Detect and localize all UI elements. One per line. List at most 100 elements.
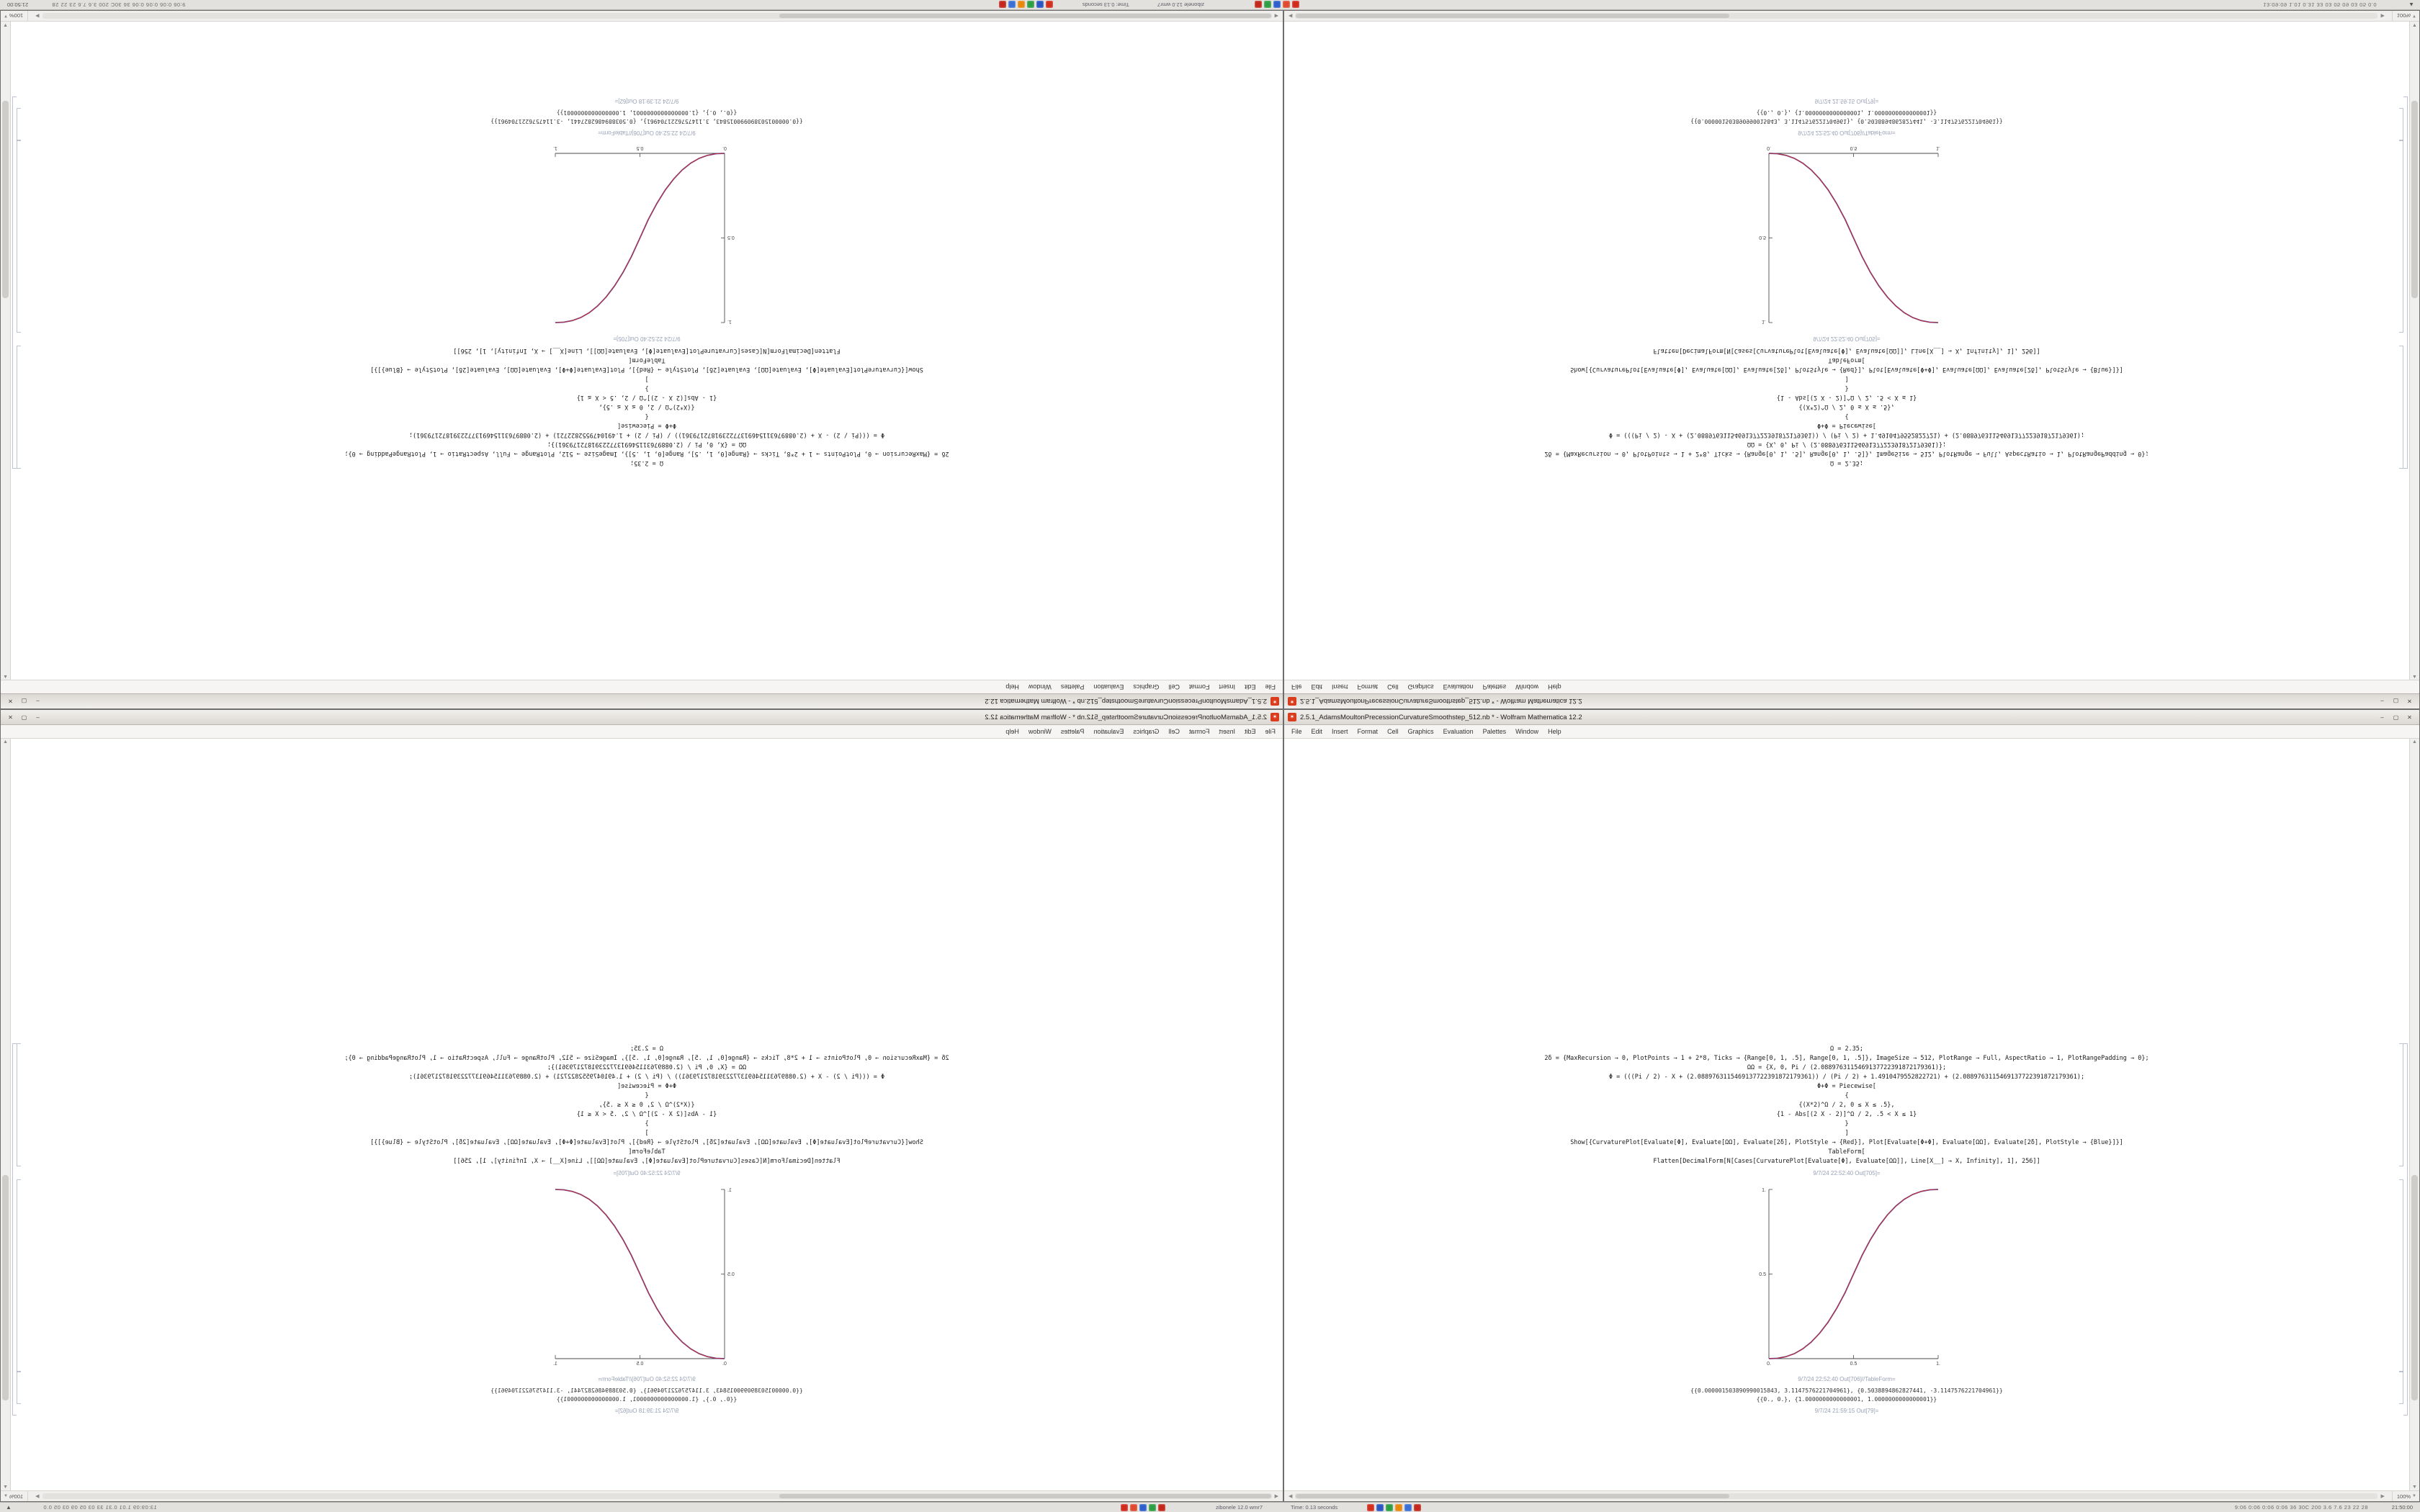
- menu-item-insert[interactable]: Insert: [1219, 683, 1235, 690]
- hscrollbar-thumb[interactable]: [779, 14, 1271, 18]
- cell-bracket[interactable]: [2399, 1371, 2403, 1404]
- menu-item-palettes[interactable]: Palettes: [1482, 683, 1507, 690]
- taskbar-app-icon[interactable]: [1008, 1, 1016, 9]
- taskbar-app-icon[interactable]: [1036, 1, 1044, 9]
- magnification-control[interactable]: 100% ▼: [2391, 1491, 2416, 1501]
- menu-item-cell[interactable]: Cell: [1168, 683, 1180, 690]
- cell-bracket[interactable]: [17, 1043, 21, 1166]
- menu-item-edit[interactable]: Edit: [1244, 683, 1256, 690]
- scroll-up-arrow[interactable]: ▲: [2412, 674, 2417, 679]
- taskbar-app-icon[interactable]: [1130, 1503, 1137, 1511]
- input-cell-line[interactable]: Φ+Φ = Piecewise[: [617, 422, 676, 429]
- input-cell-line[interactable]: ΩΩ = {X, 0, Pi / (2.08897631154691377223…: [1747, 1064, 1947, 1071]
- notebook-content-area[interactable]: Ω = 2.35; 2δ = {MaxRecursion → 0, PlotPo…: [1284, 22, 2419, 680]
- menu-item-format[interactable]: Format: [1357, 683, 1379, 690]
- taskbar-app-icon[interactable]: [1395, 1503, 1402, 1511]
- input-cell-line[interactable]: {(X*2)^Ω / 2, 0 ≤ X ≤ .5},: [1798, 1102, 1895, 1109]
- menu-item-graphics[interactable]: Graphics: [1407, 683, 1434, 690]
- horizontal-scrollbar[interactable]: [1295, 13, 2378, 19]
- taskbar-app-icon[interactable]: [1283, 1, 1290, 9]
- menu-item-file[interactable]: File: [1265, 728, 1276, 735]
- magnification-control[interactable]: 100% ▼: [2391, 11, 2416, 21]
- input-cell-line[interactable]: TableForm[: [1828, 1148, 1865, 1156]
- input-cell-line[interactable]: }: [645, 1120, 649, 1128]
- menu-item-graphics[interactable]: Graphics: [1133, 728, 1160, 735]
- input-cell-line[interactable]: {1 - Abs[(2 X - 2)]^Ω / 2, .5 < X ≤ 1}: [1776, 394, 1917, 401]
- close-button[interactable]: ✕: [2407, 714, 2412, 721]
- hscrollbar-thumb[interactable]: [779, 1494, 1271, 1498]
- maximize-button[interactable]: ▢: [21, 698, 27, 705]
- menu-item-window[interactable]: Window: [1515, 728, 1539, 735]
- taskbar-app-icon[interactable]: [1292, 1, 1299, 9]
- menu-item-insert[interactable]: Insert: [1219, 728, 1235, 735]
- window-titlebar[interactable]: ✶ 2.5.1_AdamsMoultonPrecessionCurvatureS…: [1284, 710, 2419, 725]
- taskbar-app-icon[interactable]: [1367, 1503, 1374, 1511]
- menu-item-palettes[interactable]: Palettes: [1060, 728, 1085, 735]
- taskbar-app-icon[interactable]: [1386, 1503, 1393, 1511]
- input-cell-line[interactable]: ΩΩ = {X, 0, Pi / (2.08897631154691377223…: [1747, 441, 1947, 448]
- horizontal-scrollbar[interactable]: [42, 1493, 1272, 1499]
- input-cell-line[interactable]: Φ = (((Pi / 2) - X + (2.0889763115469137…: [1608, 431, 2085, 438]
- notebook-content-area[interactable]: Ω = 2.35; 2δ = {MaxRecursion → 0, PlotPo…: [1, 739, 1283, 1490]
- input-cell-line[interactable]: TableForm[: [1828, 356, 1865, 364]
- input-cell-line[interactable]: {1 - Abs[(2 X - 2)]^Ω / 2, .5 < X ≤ 1}: [576, 394, 717, 401]
- scrollbar-thumb[interactable]: [2, 100, 9, 298]
- cell-group-bracket[interactable]: [12, 96, 17, 469]
- menu-item-edit[interactable]: Edit: [1311, 728, 1323, 735]
- close-button[interactable]: ✕: [2407, 698, 2412, 705]
- hscrollbar-thumb[interactable]: [1296, 1494, 1729, 1498]
- input-cell-line[interactable]: Ω = 2.35;: [629, 1045, 664, 1053]
- hscroll-right-arrow[interactable]: ▶: [35, 13, 40, 18]
- taskbar-app-icon[interactable]: [1376, 1503, 1384, 1511]
- menu-item-help[interactable]: Help: [1005, 728, 1019, 735]
- hscroll-left-arrow[interactable]: ◀: [1289, 13, 1293, 18]
- input-cell-line[interactable]: TableForm[: [628, 1148, 666, 1156]
- vertical-scrollbar[interactable]: ▲ ▼: [1, 22, 11, 680]
- taskbar-app-icon[interactable]: [1046, 1, 1053, 9]
- input-cell-line[interactable]: {(X*2)^Ω / 2, 0 ≤ X ≤ .5},: [599, 403, 695, 410]
- cell-bracket[interactable]: [17, 108, 21, 141]
- scroll-down-arrow[interactable]: ▼: [2412, 1485, 2417, 1490]
- window-titlebar[interactable]: ✶ 2.5.1_AdamsMoultonPrecessionCurvatureS…: [1, 693, 1283, 708]
- input-cell-line[interactable]: Φ = (((Pi / 2) - X + (2.0889763115469137…: [1608, 1074, 2085, 1081]
- magnification-control[interactable]: 100% ▼: [4, 1491, 29, 1501]
- taskbar-app-icon[interactable]: [1139, 1503, 1147, 1511]
- notebook-content-area[interactable]: Ω = 2.35; 2δ = {MaxRecursion → 0, PlotPo…: [1284, 739, 2419, 1490]
- maximize-button[interactable]: ▢: [2393, 698, 2399, 705]
- menu-item-cell[interactable]: Cell: [1387, 728, 1399, 735]
- taskbar-app-icon[interactable]: [1264, 1, 1271, 9]
- menu-item-graphics[interactable]: Graphics: [1133, 683, 1160, 690]
- magnification-control[interactable]: 100% ▼: [4, 11, 29, 21]
- vertical-scrollbar[interactable]: ▲ ▼: [1, 739, 11, 1490]
- taskbar-app-icon[interactable]: [1414, 1503, 1421, 1511]
- menu-item-evaluation[interactable]: Evaluation: [1443, 728, 1474, 735]
- input-cell-line[interactable]: Flatten[DecimalForm[N[Cases[CurvaturePlo…: [1653, 1158, 2040, 1165]
- input-cell-line[interactable]: ]: [1845, 375, 1849, 382]
- menu-item-window[interactable]: Window: [1028, 728, 1052, 735]
- hscrollbar-thumb[interactable]: [1296, 14, 1729, 18]
- scroll-up-arrow[interactable]: ▲: [3, 674, 8, 679]
- notebook-content-area[interactable]: Ω = 2.35; 2δ = {MaxRecursion → 0, PlotPo…: [1, 22, 1283, 680]
- input-cell-line[interactable]: }: [645, 384, 649, 392]
- input-cell-line[interactable]: Flatten[DecimalForm[N[Cases[CurvaturePlo…: [1653, 347, 2040, 354]
- menu-item-file[interactable]: File: [1291, 728, 1302, 735]
- close-button[interactable]: ✕: [8, 714, 13, 721]
- horizontal-scrollbar[interactable]: [1295, 1493, 2378, 1499]
- input-cell-line[interactable]: ΩΩ = {X, 0, Pi / (2.08897631154691377223…: [547, 1064, 747, 1071]
- input-cell-line[interactable]: {(X*2)^Ω / 2, 0 ≤ X ≤ .5},: [1798, 403, 1895, 410]
- input-cell-line[interactable]: Show[{CurvaturePlot[Evaluate[Φ], Evaluat…: [1570, 366, 2123, 373]
- input-cell-line[interactable]: Φ = (((Pi / 2) - X + (2.0889763115469137…: [408, 1074, 885, 1081]
- cell-bracket[interactable]: [2399, 1179, 2403, 1372]
- input-cell-line[interactable]: {1 - Abs[(2 X - 2)]^Ω / 2, .5 < X ≤ 1}: [576, 1111, 717, 1118]
- input-cell-line[interactable]: Ω = 2.35;: [1829, 459, 1864, 467]
- close-button[interactable]: ✕: [8, 698, 13, 705]
- taskbar-app-icon[interactable]: [1121, 1503, 1128, 1511]
- menu-item-window[interactable]: Window: [1028, 683, 1052, 690]
- window-titlebar[interactable]: ✶ 2.5.1_AdamsMoultonPrecessionCurvatureS…: [1284, 693, 2419, 708]
- hscroll-left-arrow[interactable]: ◀: [1274, 13, 1278, 18]
- taskbar-app-icon[interactable]: [1404, 1503, 1412, 1511]
- menu-item-help[interactable]: Help: [1005, 683, 1019, 690]
- cell-bracket[interactable]: [17, 140, 21, 333]
- taskbar-app-icon[interactable]: [1273, 1, 1281, 9]
- menu-item-help[interactable]: Help: [1548, 683, 1561, 690]
